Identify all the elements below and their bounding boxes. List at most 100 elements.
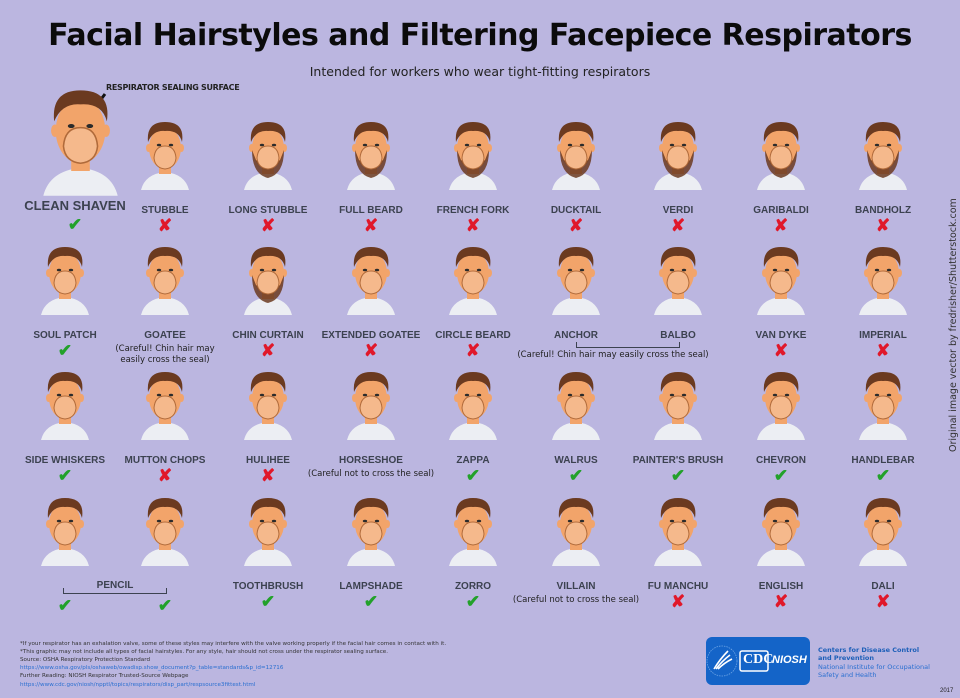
style-label: BANDHOLZ <box>854 205 912 216</box>
face-circle-beard <box>443 239 503 317</box>
face-zappa <box>443 364 503 442</box>
check-icon: ✔ <box>260 592 276 611</box>
style-label: PENCIL <box>96 580 134 591</box>
cross-icon: ✘ <box>363 341 379 360</box>
style-label: BALBO <box>660 330 696 341</box>
source-link[interactable]: https://www.osha.gov/pls/oshaweb/owadisp… <box>20 665 284 672</box>
face-handlebar <box>853 364 913 442</box>
cross-icon: ✘ <box>260 216 276 235</box>
style-label: PAINTER'S BRUSH <box>632 455 724 466</box>
check-icon: ✔ <box>465 466 481 485</box>
style-label: GOATEE <box>144 330 186 341</box>
face-dali <box>853 490 913 568</box>
image-credit: Original image vector by fredrisher/Shut… <box>948 198 959 452</box>
style-label: CHEVRON <box>755 455 807 466</box>
cross-icon: ✘ <box>773 592 789 611</box>
page-title: Facial Hairstyles and Filtering Facepiec… <box>48 18 912 53</box>
style-label: LONG STUBBLE <box>228 205 308 216</box>
check-icon: ✔ <box>670 466 686 485</box>
face-imperial <box>853 239 913 317</box>
style-label: FU MANCHU <box>647 581 709 592</box>
face-mutton-chops <box>135 364 195 442</box>
style-label: ZAPPA <box>456 455 490 466</box>
check-icon: ✔ <box>67 215 83 234</box>
style-label: TOOTHBRUSH <box>232 581 304 592</box>
check-icon: ✔ <box>773 466 789 485</box>
face-long-stubble <box>238 114 298 192</box>
face-anchor <box>546 239 606 317</box>
cdc-org-text: Centers for Disease Control and Preventi… <box>818 646 930 680</box>
cross-icon: ✘ <box>568 216 584 235</box>
anchor-balbo-bracket <box>576 342 680 348</box>
year-label: 2017 <box>940 688 954 694</box>
caution-note: (Careful not to cross the seal) <box>512 595 640 605</box>
caution-note: (Careful not to cross the seal) <box>307 469 435 479</box>
cross-icon: ✘ <box>157 466 173 485</box>
cross-icon: ✘ <box>157 216 173 235</box>
sealing-surface-label: RESPIRATOR SEALING SURFACE <box>106 83 240 92</box>
face-chin-curtain <box>238 239 298 317</box>
caution-note: (Careful! Chin hair may easily cross the… <box>517 350 709 360</box>
cross-icon: ✘ <box>875 341 891 360</box>
style-label: ENGLISH <box>758 581 804 592</box>
style-label: DALI <box>871 581 895 592</box>
face-pencil <box>135 490 195 568</box>
face-fu-manchu <box>648 490 708 568</box>
style-label: ZORRO <box>454 581 492 592</box>
style-label: LAMPSHADE <box>339 581 403 592</box>
check-icon: ✔ <box>363 592 379 611</box>
cross-icon: ✘ <box>875 216 891 235</box>
style-label: VILLAIN <box>556 581 596 592</box>
style-label: CIRCLE BEARD <box>435 330 511 341</box>
cross-icon: ✘ <box>260 466 276 485</box>
check-icon: ✔ <box>157 596 173 615</box>
face-extended-goatee <box>341 239 401 317</box>
check-icon: ✔ <box>465 592 481 611</box>
style-label: FULL BEARD <box>339 205 403 216</box>
check-icon: ✔ <box>57 341 73 360</box>
style-label: ANCHOR <box>554 330 598 341</box>
cross-icon: ✘ <box>465 216 481 235</box>
niosh-wordmark: NIOSH <box>772 654 807 666</box>
style-label: DUCKTAIL <box>550 205 602 216</box>
cross-icon: ✘ <box>773 341 789 360</box>
face-goatee <box>135 239 195 317</box>
face-full-beard <box>341 114 401 192</box>
face-painter-s-brush <box>648 364 708 442</box>
further-reading-label: Further Reading: NIOSH Respirator Truste… <box>20 673 189 680</box>
face-horseshoe <box>341 364 401 442</box>
cross-icon: ✘ <box>670 216 686 235</box>
cdc-niosh-logo: CDC NIOSH <box>706 637 810 685</box>
style-label: HORSESHOE <box>339 455 403 466</box>
style-label: HANDLEBAR <box>851 455 915 466</box>
caution-note: (Careful! Chin hair may easily cross the … <box>115 344 215 365</box>
face-french-fork <box>443 114 503 192</box>
check-icon: ✔ <box>57 596 73 615</box>
style-label: CHIN CURTAIN <box>232 330 304 341</box>
cross-icon: ✘ <box>773 216 789 235</box>
face-soul-patch <box>35 239 95 317</box>
face-balbo <box>648 239 708 317</box>
style-label: HULIHEE <box>246 455 290 466</box>
style-label: FRENCH FORK <box>436 205 510 216</box>
style-label: SOUL PATCH <box>33 330 97 341</box>
style-label: IMPERIAL <box>859 330 907 341</box>
face-garibaldi <box>751 114 811 192</box>
cross-icon: ✘ <box>260 341 276 360</box>
footnote-coverage: *This graphic may not include all types … <box>20 649 388 656</box>
face-zorro <box>443 490 503 568</box>
face-villain <box>546 490 606 568</box>
cdc-wordmark: CDC <box>743 652 774 667</box>
style-label: MUTTON CHOPS <box>124 455 206 466</box>
face-bandholz <box>853 114 913 192</box>
style-label: WALRUS <box>554 455 598 466</box>
cross-icon: ✘ <box>670 592 686 611</box>
face-hulihee <box>238 364 298 442</box>
face-chevron <box>751 364 811 442</box>
face-toothbrush <box>238 490 298 568</box>
face-verdi <box>648 114 708 192</box>
style-label: VAN DYKE <box>755 330 807 341</box>
page-subtitle: Intended for workers who wear tight-fitt… <box>309 64 651 79</box>
further-reading-link[interactable]: https://www.cdc.gov/niosh/npptl/topics/r… <box>20 681 256 688</box>
check-icon: ✔ <box>568 466 584 485</box>
